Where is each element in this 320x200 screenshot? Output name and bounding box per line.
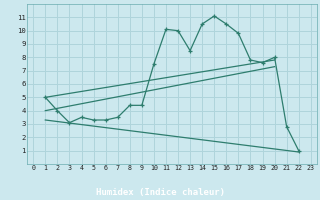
Text: Humidex (Indice chaleur): Humidex (Indice chaleur) — [95, 188, 225, 196]
